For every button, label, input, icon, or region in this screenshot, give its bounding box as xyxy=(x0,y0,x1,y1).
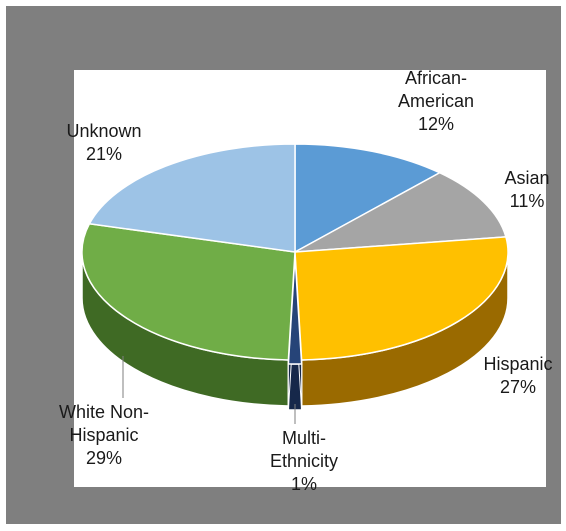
data-label-unknown: Unknown 21% xyxy=(66,121,141,164)
pie-slice-unknown xyxy=(88,143,296,253)
pie-slice-white-non-hispanic xyxy=(81,223,296,361)
data-label-name: Multi- xyxy=(282,428,326,448)
pie-slice-asian xyxy=(294,171,507,253)
data-label-name: Hispanic xyxy=(483,354,552,374)
data-label-percent: 27% xyxy=(500,377,536,397)
data-label-percent: 29% xyxy=(86,448,122,468)
pie-slice-multi-ethnicity xyxy=(287,255,303,365)
pie-slice-african-american xyxy=(294,143,441,253)
leader-lines xyxy=(122,356,296,424)
data-label-name: Unknown xyxy=(66,121,141,141)
data-label-african-american: African- American 12% xyxy=(398,68,474,134)
pie-tops xyxy=(81,143,509,365)
data-label-percent: 1% xyxy=(291,474,317,494)
data-label-multi-ethnicity: Multi- Ethnicity 1% xyxy=(270,428,338,494)
data-label-percent: 12% xyxy=(418,114,454,134)
data-label-percent: 21% xyxy=(86,144,122,164)
data-label-white-non-hispanic: White Non- Hispanic 29% xyxy=(59,402,149,468)
slice-labels: African- American 12% Asian 11% Hispanic 27% Mu… xyxy=(59,68,553,494)
data-label-name: Hispanic xyxy=(69,425,138,445)
data-label-name: African- xyxy=(405,68,467,88)
data-label-hispanic: Hispanic 27% xyxy=(483,354,552,397)
data-label-name: White Non- xyxy=(59,402,149,422)
data-label-name: American xyxy=(398,91,474,111)
pie-slice-hispanic xyxy=(294,236,509,361)
data-label-asian: Asian 11% xyxy=(504,168,549,211)
data-label-percent: 11% xyxy=(510,191,545,211)
data-label-name: Ethnicity xyxy=(270,451,338,471)
data-label-name: Asian xyxy=(504,168,549,188)
